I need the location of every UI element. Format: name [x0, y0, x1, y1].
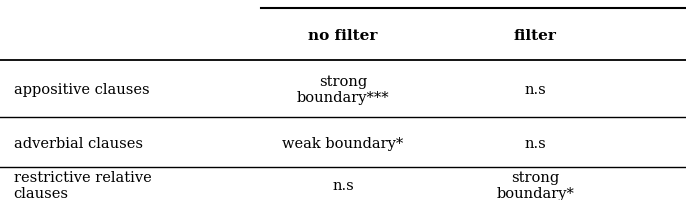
- Text: adverbial clauses: adverbial clauses: [14, 137, 143, 151]
- Text: no filter: no filter: [308, 29, 378, 43]
- Text: n.s: n.s: [524, 137, 546, 151]
- Text: strong
boundary*: strong boundary*: [496, 171, 574, 200]
- Text: n.s: n.s: [524, 83, 546, 97]
- Text: appositive clauses: appositive clauses: [14, 83, 150, 97]
- Text: restrictive relative
clauses: restrictive relative clauses: [14, 171, 152, 200]
- Text: n.s: n.s: [332, 179, 354, 193]
- Text: filter: filter: [514, 29, 556, 43]
- Text: strong
boundary***: strong boundary***: [296, 75, 390, 105]
- Text: weak boundary*: weak boundary*: [283, 137, 403, 151]
